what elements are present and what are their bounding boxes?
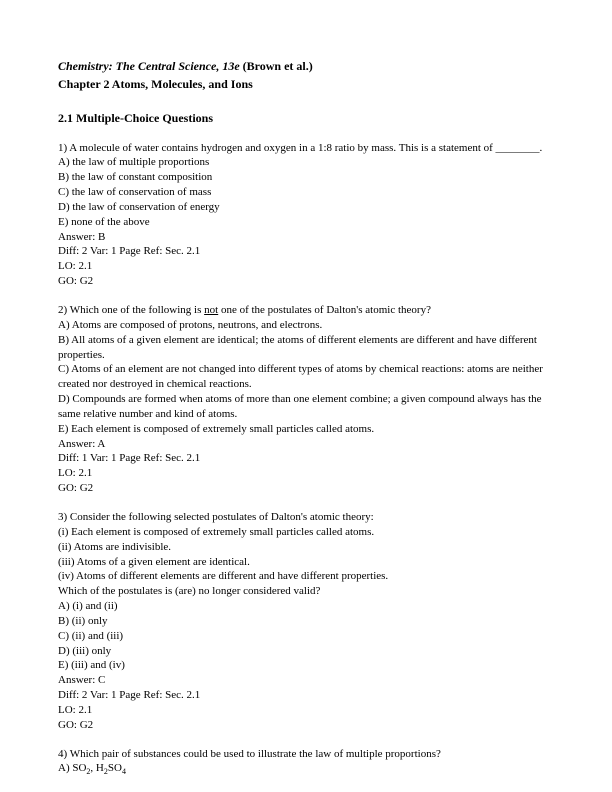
- q2-option-a: A) Atoms are composed of protons, neutro…: [58, 318, 554, 333]
- q4-stem: 4) Which pair of substances could be use…: [58, 747, 554, 762]
- q4-option-a: A) SO2, H2SO4: [58, 761, 554, 776]
- q2-stem: 2) Which one of the following is not one…: [58, 303, 554, 318]
- q3-option-e: E) (iii) and (iv): [58, 658, 554, 673]
- q3-diff: Diff: 2 Var: 1 Page Ref: Sec. 2.1: [58, 688, 554, 703]
- q1-go: GO: G2: [58, 274, 554, 289]
- q3-answer: Answer: C: [58, 673, 554, 688]
- q3-go: GO: G2: [58, 718, 554, 733]
- q1-diff: Diff: 2 Var: 1 Page Ref: Sec. 2.1: [58, 244, 554, 259]
- q3-postulate-2: (ii) Atoms are indivisible.: [58, 540, 554, 555]
- q1-answer: Answer: B: [58, 230, 554, 245]
- q3-option-d: D) (iii) only: [58, 644, 554, 659]
- q1-option-e: E) none of the above: [58, 215, 554, 230]
- book-title: Chemistry: The Central Science, 13e (Bro…: [58, 58, 554, 74]
- q2-stem-not: not: [204, 304, 218, 316]
- book-authors: (Brown et al.): [243, 59, 313, 73]
- q3-option-a: A) (i) and (ii): [58, 599, 554, 614]
- q2-diff: Diff: 1 Var: 1 Page Ref: Sec. 2.1: [58, 451, 554, 466]
- chapter-title: Chapter 2 Atoms, Molecules, and Ions: [58, 76, 554, 92]
- question-2: 2) Which one of the following is not one…: [58, 303, 554, 496]
- q4-a-text3: SO: [108, 762, 122, 774]
- q3-option-b: B) (ii) only: [58, 614, 554, 629]
- q2-answer: Answer: A: [58, 437, 554, 452]
- q1-option-b: B) the law of constant composition: [58, 170, 554, 185]
- question-1: 1) A molecule of water contains hydrogen…: [58, 141, 554, 289]
- q2-option-b: B) All atoms of a given element are iden…: [58, 333, 554, 363]
- q1-stem: 1) A molecule of water contains hydrogen…: [58, 141, 554, 156]
- q4-a-sub3: 4: [122, 768, 126, 777]
- q3-option-c: C) (ii) and (iii): [58, 629, 554, 644]
- q3-postulate-1: (i) Each element is composed of extremel…: [58, 525, 554, 540]
- q2-stem-part1: 2) Which one of the following is: [58, 304, 204, 316]
- question-4: 4) Which pair of substances could be use…: [58, 747, 554, 777]
- question-3: 3) Consider the following selected postu…: [58, 510, 554, 733]
- q1-option-a: A) the law of multiple proportions: [58, 155, 554, 170]
- q1-option-c: C) the law of conservation of mass: [58, 185, 554, 200]
- q2-stem-part2: one of the postulates of Dalton's atomic…: [218, 304, 431, 316]
- q2-option-c: C) Atoms of an element are not changed i…: [58, 362, 554, 392]
- section-heading: 2.1 Multiple-Choice Questions: [58, 110, 554, 126]
- q1-lo: LO: 2.1: [58, 259, 554, 274]
- q1-option-d: D) the law of conservation of energy: [58, 200, 554, 215]
- book-name: Chemistry: The Central Science, 13e: [58, 59, 240, 73]
- q3-stem: 3) Consider the following selected postu…: [58, 510, 554, 525]
- q3-postulate-4: (iv) Atoms of different elements are dif…: [58, 569, 554, 584]
- q3-which: Which of the postulates is (are) no long…: [58, 584, 554, 599]
- q3-postulate-3: (iii) Atoms of a given element are ident…: [58, 555, 554, 570]
- q2-lo: LO: 2.1: [58, 466, 554, 481]
- q3-lo: LO: 2.1: [58, 703, 554, 718]
- q2-option-d: D) Compounds are formed when atoms of mo…: [58, 392, 554, 422]
- q4-a-text2: , H: [90, 762, 103, 774]
- q4-a-text1: A) SO: [58, 762, 86, 774]
- q2-go: GO: G2: [58, 481, 554, 496]
- q2-option-e: E) Each element is composed of extremely…: [58, 422, 554, 437]
